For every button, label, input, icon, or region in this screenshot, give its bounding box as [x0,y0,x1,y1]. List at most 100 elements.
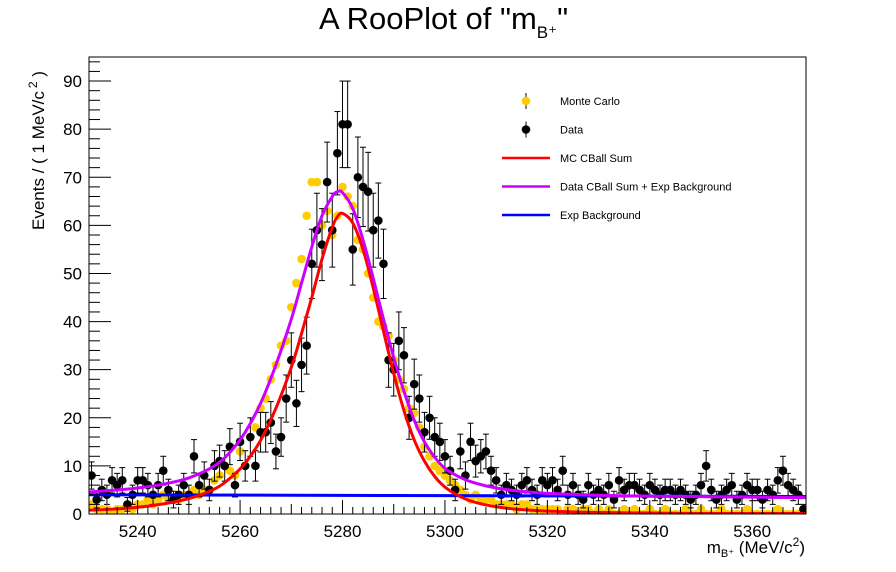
data-marker [230,480,240,490]
data-point [758,490,767,509]
legend-label: Monte Carlo [560,96,620,108]
x-tick-label: 5320 [528,522,566,541]
x-axis-label-units: (MeV/c [734,538,793,557]
data-marker [553,485,562,495]
data-point [379,228,388,300]
data-marker [194,480,204,490]
data-marker [374,216,383,225]
data-marker [276,432,286,442]
data-marker [558,466,568,476]
data-marker [307,259,317,269]
chart-title: A RooPlot of "mB⁺" [319,1,568,42]
data-point [343,80,352,169]
data-cball-sum-exp-bkg-curve [89,189,806,500]
data-marker [343,120,352,129]
data-point [276,417,286,457]
data-marker [220,461,230,471]
y-tick-label: 40 [63,313,82,332]
x-axis: 5240 5260 5280 5300 5320 5340 5360 [96,500,804,541]
y-tick-label: 20 [63,409,82,428]
data-marker [696,480,706,490]
data-marker [281,394,291,403]
data-point [399,327,409,384]
data-marker [333,148,342,158]
x-axis-label-main: m [707,538,721,557]
data-point [614,467,624,494]
data-marker [727,480,737,490]
legend-entry: Exp Background [502,210,641,222]
legend-label: MC CBall Sum [560,153,632,165]
data-marker [522,476,532,485]
data-marker [604,480,614,490]
x-axis-label-sup: 2 [793,535,800,549]
data-series [89,80,806,514]
y-axis-label: Events / ( 1 MeV/c 2 ) [26,71,48,230]
monte-carlo-point [312,177,322,187]
data-marker [348,245,358,254]
data-point [415,374,424,423]
data-marker [456,447,465,456]
data-point [471,444,480,478]
data-point [292,379,301,427]
x-tick-label: 5360 [733,522,771,541]
data-marker [179,480,189,490]
x-tick-label: 5340 [631,522,669,541]
data-point [456,433,465,470]
monte-carlo-series [89,177,806,514]
data-point [409,358,419,410]
y-tick-label: 80 [63,120,82,139]
y-tick-label: 90 [63,72,82,91]
legend-entry: MC CBall Sum [502,153,632,165]
data-point [333,111,342,196]
y-axis-label-sup: 2 [26,81,40,88]
data-point [363,151,373,232]
chart-title-subscript: B⁺ [537,23,557,42]
data-marker [92,495,101,504]
data-marker [409,379,419,389]
legend: Monte Carlo Data MC CBall Sum Data CBall Su… [502,93,732,222]
x-axis-label-subscript: B⁺ [721,548,734,560]
data-point [322,141,332,223]
data-point [420,411,429,453]
data-marker [353,172,363,182]
x-tick-label: 5300 [426,522,464,541]
data-point [701,450,711,482]
data-point [466,422,475,461]
data-point [753,478,762,502]
data-marker [491,476,501,485]
data-marker [486,466,496,476]
data-marker [568,480,578,490]
data-marker [322,177,332,187]
y-tick-label: 0 [73,505,82,524]
legend-marker [521,96,531,106]
data-marker [297,360,306,370]
data-marker [435,437,445,447]
y-tick-label: 50 [63,264,82,283]
legend-entry: Monte Carlo [521,93,620,109]
data-point [435,422,445,461]
data-marker [706,485,716,495]
data-point [368,192,378,268]
legend-label: Data [560,125,584,137]
legend-entry: Data [521,121,584,138]
data-point [476,439,486,474]
x-tick-label: 5240 [119,522,157,541]
data-marker [246,432,255,442]
data-marker [753,485,762,495]
x-axis-label: mB⁺ (MeV/c2) [707,535,805,560]
legend-label: Data CBall Sum + Exp Background [560,182,732,194]
y-tick-label: 30 [63,361,82,380]
monte-carlo-point [302,211,311,221]
data-marker [799,504,806,514]
fit-curves [89,189,806,514]
monte-carlo-point [292,278,301,288]
data-marker [415,394,424,403]
data-marker [189,451,199,461]
chart-title-suffix: " [557,1,568,36]
data-marker [271,447,281,456]
data-marker [584,480,593,490]
data-marker [292,399,301,408]
data-marker [466,437,475,447]
y-axis: 0 10 20 30 40 50 60 70 80 90 [63,61,111,524]
